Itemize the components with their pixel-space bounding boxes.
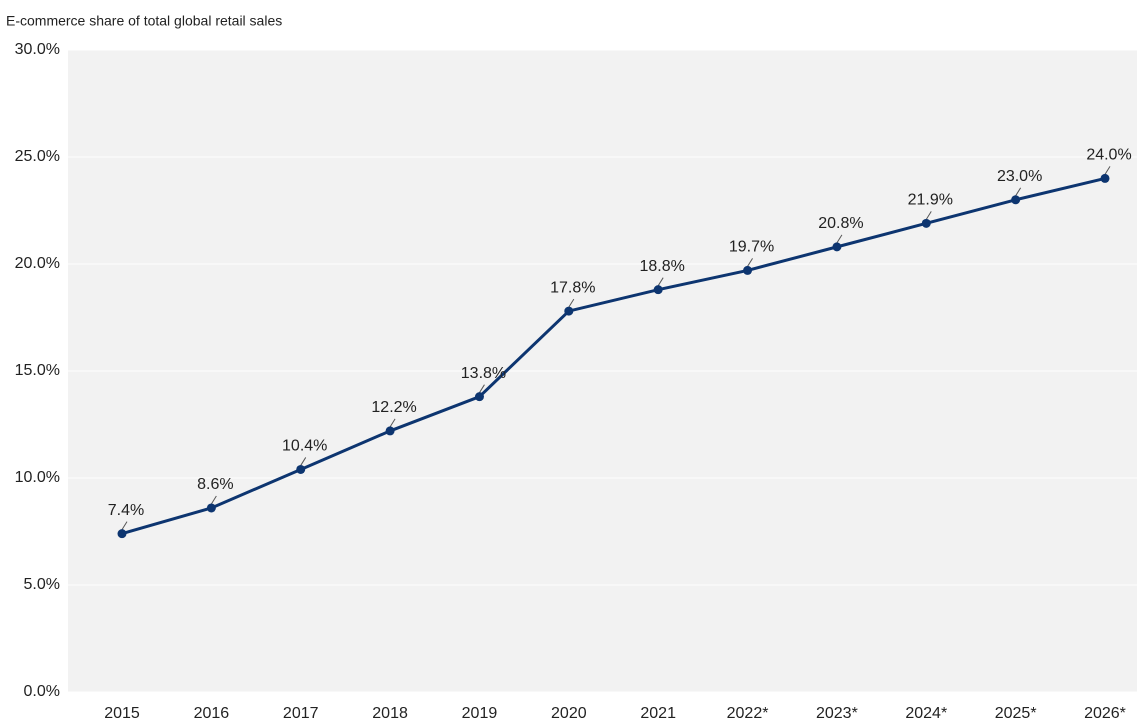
line [121, 176, 1106, 536]
x-tick-label: 2025* [995, 705, 1037, 722]
point [1011, 195, 1021, 205]
x-tick-label: 2026* [1084, 705, 1126, 722]
data-label: 17.8% [550, 279, 595, 296]
x-tick-label: 2020 [551, 705, 587, 722]
point [921, 218, 931, 228]
x-tick-label: 2019 [462, 705, 498, 722]
leader-line [568, 298, 575, 308]
x-tick-label: 2015 [104, 705, 140, 722]
point [117, 529, 127, 539]
point [653, 285, 663, 295]
data-label: 18.8% [639, 258, 684, 275]
y-tick-label: 10.0% [15, 469, 60, 486]
x-tick-label: 2017 [283, 705, 319, 722]
point [296, 464, 306, 474]
y-tick-label: 0.0% [24, 683, 60, 700]
point [564, 306, 574, 316]
leader-line [836, 234, 843, 244]
point [385, 426, 395, 436]
data-label: 23.0% [997, 168, 1042, 185]
leader-line [657, 277, 664, 286]
point [474, 392, 484, 402]
data-label: 12.2% [371, 399, 416, 416]
leader-line [479, 384, 485, 393]
leader-line [925, 211, 932, 220]
x-tick-label: 2021 [640, 705, 676, 722]
data-label: 21.9% [908, 192, 953, 209]
data-label: 13.8% [461, 365, 506, 382]
x-tick-label: 2022* [727, 705, 769, 722]
point [743, 265, 753, 275]
chart-title: E-commerce share of total global retail … [6, 13, 282, 29]
leader-line [389, 418, 396, 428]
data-label: 10.4% [282, 438, 327, 455]
data-label: 20.8% [818, 215, 863, 232]
y-tick-label: 20.0% [15, 255, 60, 272]
leader-line [1104, 166, 1111, 175]
point [1100, 173, 1110, 183]
data-label: 7.4% [108, 502, 144, 519]
leader-line [300, 457, 307, 466]
leader-line [121, 521, 128, 530]
leader-line [210, 495, 217, 505]
data-label: 8.6% [197, 476, 233, 493]
y-tick-label: 5.0% [24, 576, 60, 593]
y-tick-label: 30.0% [15, 41, 60, 58]
x-tick-label: 2023* [816, 705, 858, 722]
leader-line [747, 258, 753, 267]
y-tick-label: 15.0% [15, 362, 60, 379]
y-tick-label: 25.0% [15, 148, 60, 165]
data-label: 24.0% [1086, 147, 1131, 164]
x-tick-label: 2024* [905, 705, 947, 722]
x-tick-label: 2016 [194, 705, 230, 722]
leader-line [1015, 187, 1022, 197]
point [832, 242, 842, 252]
x-tick-label: 2018 [372, 705, 408, 722]
data-label: 19.7% [729, 239, 774, 256]
point [206, 503, 216, 513]
